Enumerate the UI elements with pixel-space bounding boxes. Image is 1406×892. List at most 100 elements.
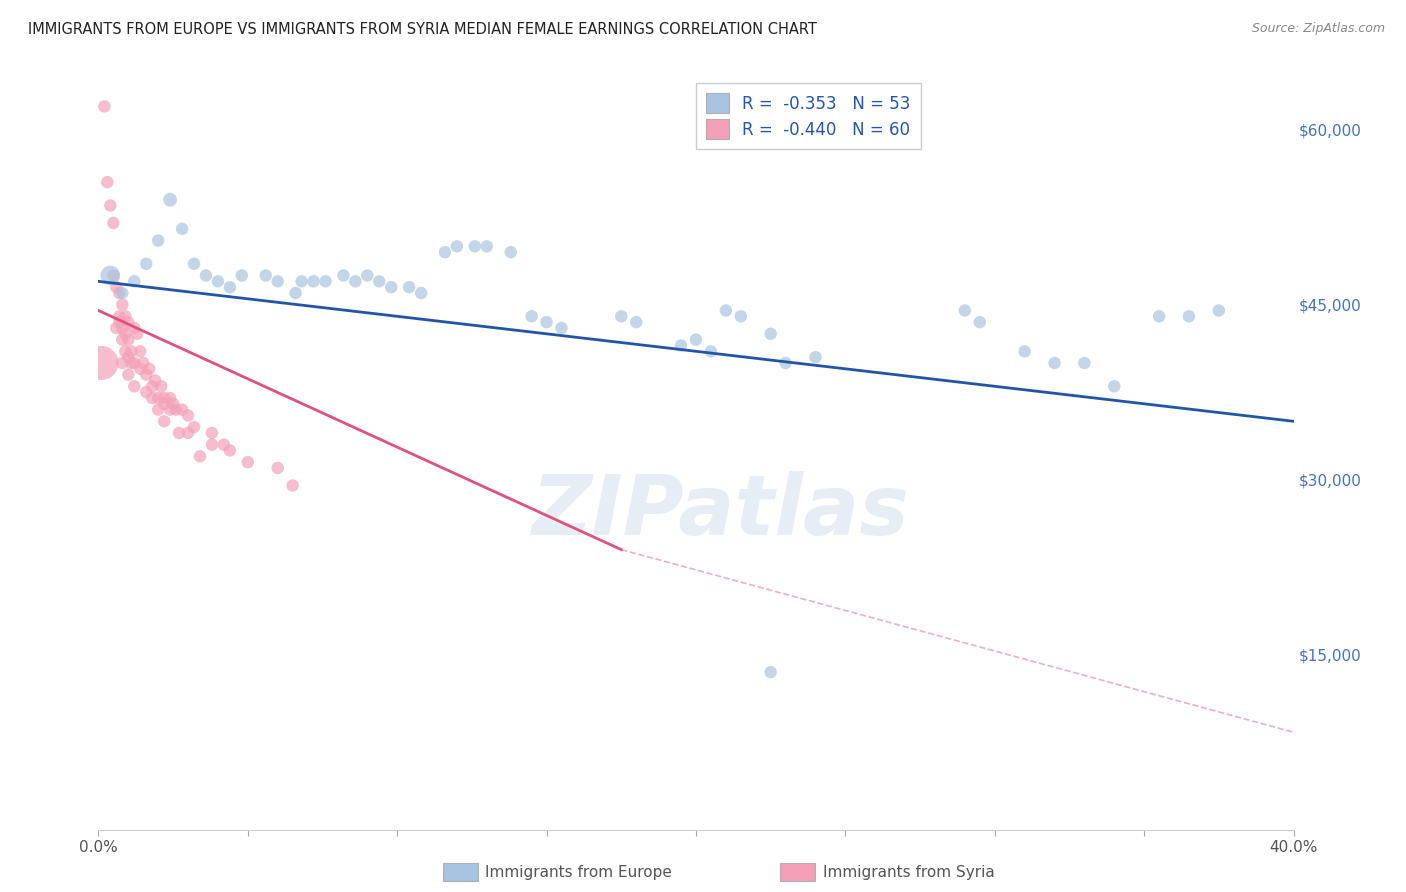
Point (344, 274, 367, 288)
Point (499, 245, 522, 260)
Point (759, 665, 782, 679)
Text: Immigrants from Europe: Immigrants from Europe (485, 865, 672, 880)
Point (135, 257, 157, 271)
Point (148, 234, 170, 248)
Point (177, 409, 200, 423)
Point (411, 285, 433, 300)
Point (127, 326, 149, 341)
Point (669, 338, 692, 352)
Point (124, 274, 146, 288)
Point (96, 175, 118, 189)
Point (730, 310, 752, 324)
Point (1043, 356, 1066, 370)
Point (254, 268, 277, 283)
Point (103, 268, 125, 283)
Point (117, 315, 139, 329)
Point (120, 344, 142, 359)
Point (183, 257, 205, 271)
Point (165, 402, 187, 417)
Point (434, 245, 457, 260)
Point (759, 326, 782, 341)
Point (1073, 356, 1095, 370)
Point (132, 356, 155, 370)
Legend: R =  -0.353   N = 53, R =  -0.440   N = 60: R = -0.353 N = 53, R = -0.440 N = 60 (696, 84, 921, 149)
Point (1178, 310, 1201, 324)
Point (111, 321, 134, 335)
Point (183, 420, 205, 434)
Point (114, 326, 136, 341)
Point (1014, 344, 1036, 359)
Point (117, 333, 139, 347)
Point (714, 303, 737, 318)
Point (284, 285, 307, 300)
Point (398, 280, 420, 294)
Point (114, 344, 136, 359)
Point (464, 239, 486, 253)
Point (356, 268, 378, 283)
Point (153, 414, 176, 428)
Point (188, 450, 211, 464)
Point (1208, 303, 1230, 318)
Point (172, 222, 194, 236)
Point (626, 315, 648, 329)
Point (159, 193, 181, 207)
Point (150, 379, 173, 393)
Point (153, 391, 176, 405)
Point (141, 391, 163, 405)
Point (267, 461, 290, 475)
Point (143, 374, 166, 388)
Point (108, 315, 131, 329)
Point (108, 310, 131, 324)
Point (141, 379, 163, 393)
Text: ZIPatlas: ZIPatlas (531, 471, 908, 551)
Point (93, 99, 115, 113)
Point (135, 385, 157, 400)
Point (129, 361, 152, 376)
Point (368, 274, 391, 288)
Text: Immigrants from Syria: Immigrants from Syria (823, 865, 994, 880)
Point (550, 321, 572, 335)
Point (332, 268, 354, 283)
Point (117, 368, 139, 382)
Point (111, 356, 134, 370)
Point (446, 239, 468, 253)
Point (291, 274, 314, 288)
Point (804, 350, 827, 364)
Text: Source: ZipAtlas.com: Source: ZipAtlas.com (1251, 22, 1385, 36)
Point (281, 478, 304, 492)
Point (117, 350, 139, 364)
Point (114, 310, 136, 324)
Text: IMMIGRANTS FROM EUROPE VS IMMIGRANTS FROM SYRIA MEDIAN FEMALE EARNINGS CORRELATI: IMMIGRANTS FROM EUROPE VS IMMIGRANTS FRO… (28, 22, 817, 37)
Point (1147, 310, 1170, 324)
Point (103, 216, 125, 230)
Point (685, 333, 707, 347)
Point (111, 298, 134, 312)
Point (953, 303, 976, 318)
Point (520, 310, 543, 324)
Point (105, 280, 128, 294)
Point (219, 443, 242, 458)
Point (775, 356, 797, 370)
Point (1104, 379, 1126, 393)
Point (302, 274, 325, 288)
Point (315, 274, 337, 288)
Point (267, 274, 290, 288)
Point (195, 268, 218, 283)
Point (177, 425, 200, 440)
Point (98, 198, 122, 212)
Point (610, 310, 633, 324)
Point (124, 356, 146, 370)
Point (207, 274, 229, 288)
Point (108, 285, 131, 300)
Point (969, 315, 991, 329)
Point (236, 455, 259, 469)
Point (172, 402, 194, 417)
Point (167, 425, 190, 440)
Point (153, 397, 176, 411)
Point (159, 391, 181, 405)
Point (135, 368, 157, 382)
Point (231, 268, 253, 283)
Point (124, 321, 146, 335)
Point (700, 344, 723, 359)
Point (148, 391, 170, 405)
